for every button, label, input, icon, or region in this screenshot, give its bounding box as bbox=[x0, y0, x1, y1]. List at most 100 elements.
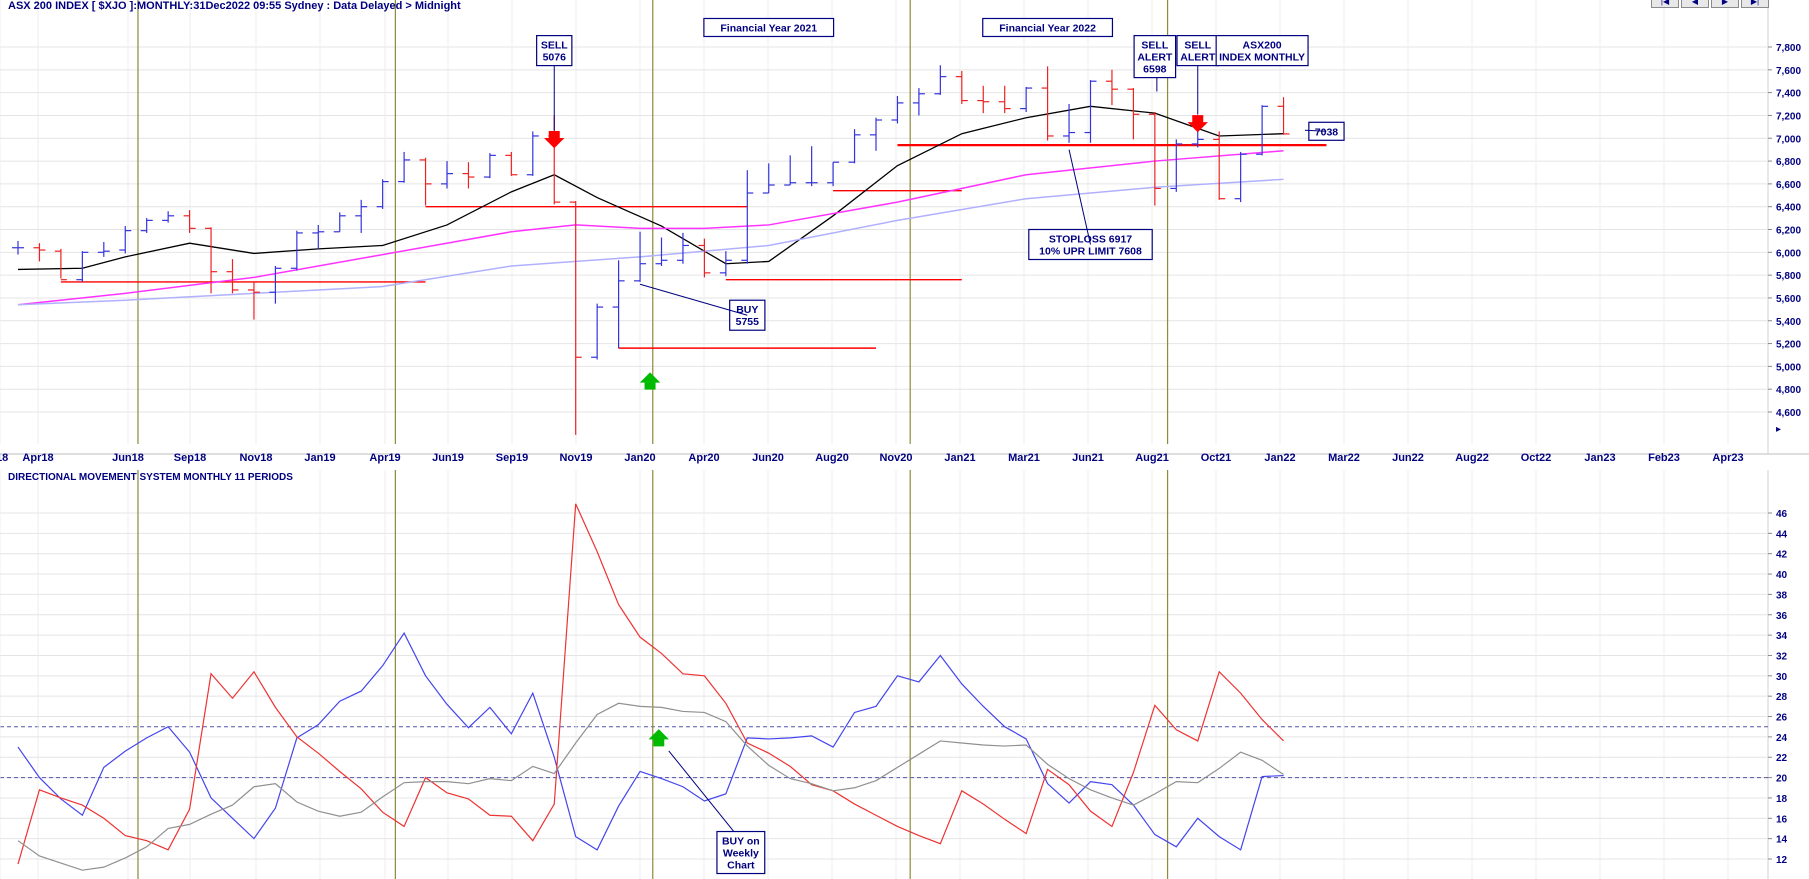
dmi-tick-label: 46 bbox=[1776, 509, 1788, 520]
x-tick-label: Jan19 bbox=[304, 452, 335, 464]
ohlc-bar bbox=[977, 85, 990, 114]
price-tick-label: 5,200 bbox=[1776, 340, 1801, 351]
x-tick-label: Nov18 bbox=[239, 452, 272, 464]
x-tick-label: Aug20 bbox=[815, 452, 849, 464]
ohlc-bar bbox=[655, 237, 668, 266]
price-annotation-box bbox=[982, 17, 1114, 38]
price-tick-label: 7,200 bbox=[1776, 111, 1801, 122]
dmi-annotation-text: BUY on bbox=[722, 836, 760, 848]
dmi-tick-label: 44 bbox=[1776, 529, 1788, 540]
ohlc-bar bbox=[1084, 80, 1097, 143]
dmi-tick-label: 30 bbox=[1776, 672, 1788, 683]
dmi-series-line bbox=[17, 503, 1284, 865]
ohlc-bar bbox=[1041, 66, 1054, 141]
ohlc-bar bbox=[591, 303, 604, 360]
ohlc-bar bbox=[333, 212, 346, 233]
annotation-leader bbox=[639, 283, 748, 316]
price-tick-label: 7,600 bbox=[1776, 66, 1801, 77]
dmi-tick-label: 16 bbox=[1776, 814, 1788, 825]
ohlc-bar bbox=[934, 65, 947, 95]
price-annotation-box bbox=[1133, 34, 1177, 79]
axis-arrow-icon: ▸ bbox=[1776, 424, 1781, 435]
ohlc-bar bbox=[205, 227, 218, 294]
x-tick-label: Oct21 bbox=[1201, 452, 1232, 464]
ohlc-bar bbox=[827, 161, 840, 187]
price-annotation-text: INDEX MONTHLY bbox=[1219, 52, 1305, 64]
dmi-tick-label: 18 bbox=[1776, 794, 1788, 805]
ohlc-bar bbox=[290, 230, 303, 271]
price-tick-label: 4,800 bbox=[1776, 385, 1801, 396]
price-annotation-text: ALERT bbox=[1180, 52, 1216, 64]
price-annotation: Financial Year 2022 bbox=[982, 17, 1114, 38]
price-tick-label: 5,600 bbox=[1776, 294, 1801, 305]
x-tick-label: r18 bbox=[0, 452, 8, 464]
moving-average-line bbox=[17, 150, 1284, 306]
price-annotation-text: Financial Year 2021 bbox=[720, 22, 817, 34]
x-tick-label: Oct22 bbox=[1521, 452, 1552, 464]
x-tick-label: Sep19 bbox=[496, 452, 528, 464]
price-tick-label: 7,000 bbox=[1776, 134, 1801, 145]
x-tick-label: Jan23 bbox=[1584, 452, 1615, 464]
price-tick-label: 5,800 bbox=[1776, 271, 1801, 282]
ohlc-bar bbox=[998, 85, 1011, 114]
price-annotation-text: Financial Year 2022 bbox=[999, 22, 1096, 34]
dmi-tick-label: 32 bbox=[1776, 651, 1788, 662]
nav-prev-button[interactable]: ◀ bbox=[1681, 0, 1709, 8]
ohlc-bar bbox=[226, 259, 239, 294]
price-tick-label: 6,800 bbox=[1776, 157, 1801, 168]
x-tick-label: Apr19 bbox=[369, 452, 400, 464]
ohlc-bar bbox=[505, 151, 518, 176]
price-annotation-text: 5755 bbox=[736, 316, 760, 328]
ohlc-bar bbox=[1020, 86, 1033, 113]
price-annotation-text: SELL bbox=[1141, 40, 1168, 52]
dmi-tick-label: 22 bbox=[1776, 753, 1788, 764]
dmi-annotation-text: Chart bbox=[727, 860, 755, 872]
ohlc-bar bbox=[741, 170, 754, 264]
dmi-annotation-text: Weekly bbox=[723, 848, 759, 860]
price-tick-label: 6,600 bbox=[1776, 180, 1801, 191]
price-annotation-text: SELL bbox=[1184, 40, 1211, 52]
ohlc-bar bbox=[762, 163, 775, 194]
sell-arrow-icon bbox=[1187, 115, 1208, 133]
x-tick-label: Aug21 bbox=[1135, 452, 1169, 464]
ohlc-bar bbox=[483, 153, 496, 179]
price-tick-label: 5,000 bbox=[1776, 362, 1801, 373]
ohlc-bar bbox=[1170, 139, 1183, 192]
dmi-series-line bbox=[17, 702, 1284, 871]
ohlc-bar bbox=[54, 248, 67, 281]
dmi-tick-label: 38 bbox=[1776, 590, 1788, 601]
dmi-tick-label: 26 bbox=[1776, 713, 1788, 724]
ohlc-bar bbox=[526, 131, 539, 176]
price-annotation-text: BUY bbox=[736, 304, 758, 316]
annotation-leader bbox=[1304, 129, 1327, 132]
buy-arrow-icon bbox=[639, 372, 661, 390]
nav-first-button[interactable]: |◀ bbox=[1651, 0, 1679, 8]
ohlc-bar bbox=[462, 162, 475, 189]
dmi-tick-label: 42 bbox=[1776, 550, 1788, 561]
price-tick-label: 5,400 bbox=[1776, 317, 1801, 328]
price-annotation-box bbox=[536, 34, 573, 67]
ohlc-bar bbox=[698, 238, 711, 278]
x-tick-label: Jan21 bbox=[944, 452, 975, 464]
price-annotation-text: STOPLOSS 6917 bbox=[1049, 234, 1132, 246]
ohlc-bar bbox=[140, 218, 153, 233]
x-tick-label: Sep18 bbox=[174, 452, 206, 464]
ohlc-bar bbox=[612, 260, 625, 349]
dmi-tick-label: 12 bbox=[1776, 855, 1788, 866]
x-tick-label: Aug22 bbox=[1455, 452, 1489, 464]
dmi-annotation-box bbox=[716, 830, 766, 875]
ohlc-bar bbox=[805, 146, 818, 187]
x-tick-label: Jun20 bbox=[752, 452, 784, 464]
nav-next-button[interactable]: ▶ bbox=[1711, 0, 1739, 8]
price-tick-label: 6,400 bbox=[1776, 203, 1801, 214]
ohlc-bar bbox=[1234, 151, 1247, 203]
ohlc-bar bbox=[376, 179, 389, 209]
nav-last-button[interactable]: ▶| bbox=[1741, 0, 1769, 8]
ohlc-bar bbox=[719, 251, 732, 277]
x-tick-label: Jun18 bbox=[112, 452, 144, 464]
